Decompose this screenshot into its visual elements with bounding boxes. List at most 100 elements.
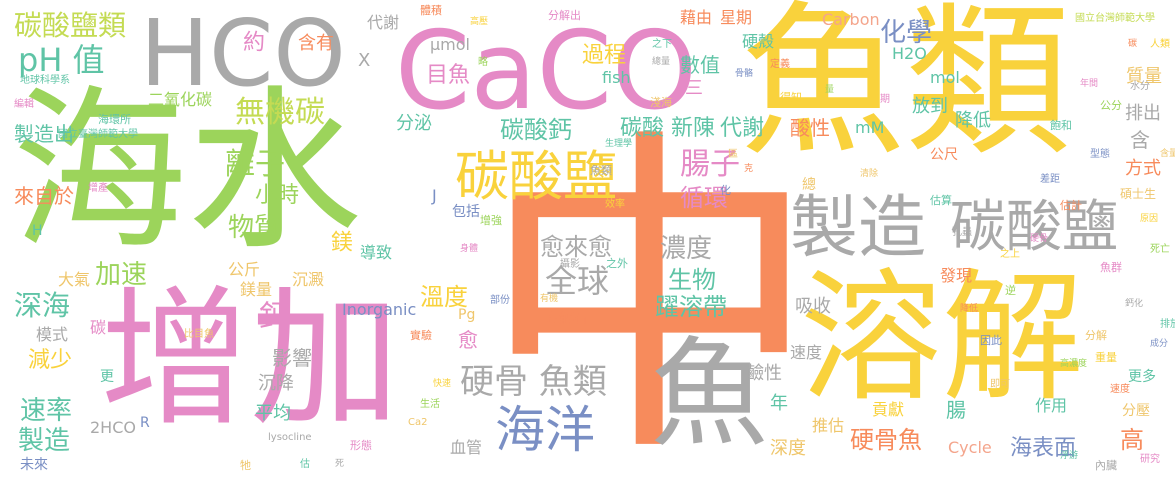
filler-word: 定義 <box>770 59 790 70</box>
word-zhiliang: 質量 <box>1126 66 1162 87</box>
word-sulv: 速率 <box>20 396 73 426</box>
word-laizi: 來自於 <box>14 184 74 208</box>
word-gongjin: 公斤 <box>228 260 261 279</box>
filler-word: 浮游 <box>1060 451 1079 461</box>
word-chendian: 沉澱 <box>292 270 325 289</box>
word-shengwu: 生物 <box>668 266 716 294</box>
filler-word: 估 <box>300 459 310 470</box>
word-shuzhi: 數值 <box>680 53 720 77</box>
word-yulei: 魚類 <box>740 0 1070 178</box>
filler-word: 身體 <box>460 244 479 254</box>
filler-word: 因此 <box>980 334 1002 347</box>
word-zuoyong: 作用 <box>1035 396 1068 415</box>
word-daixie: 代謝 <box>720 116 765 141</box>
word-yuerongdai: 躍溶帶 <box>655 293 727 321</box>
word-r: R <box>140 415 150 431</box>
filler-word: 速度 <box>1110 384 1130 395</box>
word-h: H <box>32 223 43 239</box>
filler-word: 死亡 <box>1150 244 1170 255</box>
filler-word: 水分 <box>1130 81 1150 92</box>
filler-word: 效率 <box>605 199 625 210</box>
word-eryanghuatan: 二氧化碳 <box>148 90 213 109</box>
word-jianshao: 減少 <box>28 348 73 373</box>
word-ca2: Ca2 <box>408 417 428 428</box>
filler-word: 即可 <box>990 379 1010 390</box>
word-x: X <box>358 50 371 71</box>
word-hanyou: 含有 <box>298 33 334 54</box>
filler-word: 增強 <box>480 214 502 227</box>
filler-word: 生活 <box>420 399 440 410</box>
word-fenya: 分壓 <box>1122 403 1150 419</box>
filler-word: 實驗 <box>410 329 432 342</box>
filler-word: 生理學 <box>605 139 633 149</box>
word-gai: 鈣 <box>253 300 288 330</box>
word-biyan: 比目魚 <box>184 329 214 340</box>
word-umol: µmol <box>430 35 470 54</box>
word-tansuangai: 碳酸鈣 <box>500 116 572 144</box>
word-bianji: 編輯 <box>14 99 34 110</box>
filler-word: 含量 <box>1160 149 1175 159</box>
word-zhizao2: 製造 <box>18 426 71 456</box>
word-zhong: 中 <box>480 102 820 482</box>
word-jiancheng: 鹼性 <box>746 363 782 384</box>
filler-word: 死 <box>335 459 345 469</box>
word-paichu: 排出 <box>1125 103 1161 124</box>
filler-word: 得知 <box>780 91 802 104</box>
word-pingjun: 平均 <box>255 403 291 424</box>
word-wendu: 溫度 <box>420 283 468 311</box>
word-shuoshisheng: 碩士生 <box>1120 187 1157 201</box>
word-tuigu: 推估 <box>812 416 845 435</box>
filler-word: 體積 <box>420 4 442 17</box>
filler-word: 骨骼 <box>735 69 754 79</box>
word-baokuo: 包括 <box>452 204 480 220</box>
word-tan: 碳 <box>90 318 107 337</box>
word-xunhuan: 循環 <box>680 184 728 212</box>
filler-word: 克 <box>744 164 754 174</box>
filler-word: 飽和 <box>1050 119 1072 132</box>
filler-word: 排放 <box>1160 319 1175 330</box>
word-han: 含 <box>1130 128 1150 152</box>
filler-word: 成分 <box>1150 339 1169 349</box>
word-j: J <box>432 186 437 205</box>
word-xueguan: 血管 <box>450 438 483 457</box>
filler-word: 魚類 <box>590 164 612 177</box>
word-jieyou: 藉由 <box>680 8 713 27</box>
filler-word: 差距 <box>1040 174 1060 185</box>
filler-word: 估算 <box>930 194 952 207</box>
filler-word: 量 <box>825 85 835 95</box>
word-haibiaomian: 海表面 <box>1010 436 1077 461</box>
filler-word: 部份 <box>490 295 510 306</box>
word-jiasu: 加速 <box>95 260 148 290</box>
word-mol: mol <box>930 68 960 87</box>
word-tansuanyan2: 碳酸鹽 <box>455 145 617 208</box>
word-zengjia: 增加 <box>100 273 401 447</box>
word-changchi: 腸 <box>946 398 966 422</box>
filler-word: 重量 <box>1095 351 1117 364</box>
word-rongjie: 溶解 <box>800 256 1084 421</box>
word-suanxing: 酸性 <box>790 116 830 140</box>
filler-word: 之外 <box>606 257 628 270</box>
word-gongxian: 貢獻 <box>872 400 905 419</box>
word-daozhi: 導致 <box>360 243 393 262</box>
word-fish: fish <box>602 68 631 87</box>
word-zengchan: 增產 <box>88 183 108 194</box>
filler-word: 有機 <box>540 294 559 304</box>
filler-word: 公分 <box>1100 99 1122 112</box>
word-zong: 總 <box>802 177 816 193</box>
filler-word: 略 <box>478 57 488 68</box>
word-fangjieshi: 方解石 <box>545 311 587 327</box>
filler-word: 人類 <box>1150 39 1170 50</box>
filler-word: 區 <box>728 149 738 160</box>
word-lysocline: lysocline <box>268 432 312 443</box>
word-xingqi: 星期 <box>720 8 753 27</box>
word-muyu: 目魚 <box>426 63 471 88</box>
word-guocheng: 過程 <box>582 43 627 68</box>
filler-word: 年間 <box>1080 79 1099 89</box>
word-univ: 國立台灣師範大學 <box>1075 13 1155 24</box>
filler-word: 總量 <box>652 57 671 67</box>
word-inorganic: Inorganic <box>342 300 417 319</box>
word-nian: 年 <box>770 393 788 414</box>
filler-word: 碳 <box>1128 39 1138 49</box>
word-daixie2: 代謝 <box>367 13 400 32</box>
word-shenhai: 深海 <box>14 289 71 322</box>
